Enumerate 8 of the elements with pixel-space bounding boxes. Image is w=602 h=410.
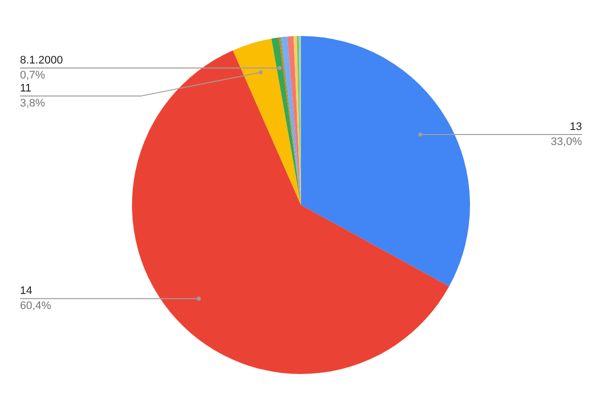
data-label: 0,7%	[20, 70, 46, 82]
slice-label: 8.1.2000	[20, 54, 63, 67]
slice-label: 14	[20, 285, 32, 298]
slice-label: 13	[570, 120, 582, 133]
data-label: 60,4%	[20, 300, 52, 312]
slice-label: 11	[20, 82, 32, 95]
data-label: 3,8%	[20, 98, 46, 110]
data-label: 33,0%	[550, 136, 582, 148]
